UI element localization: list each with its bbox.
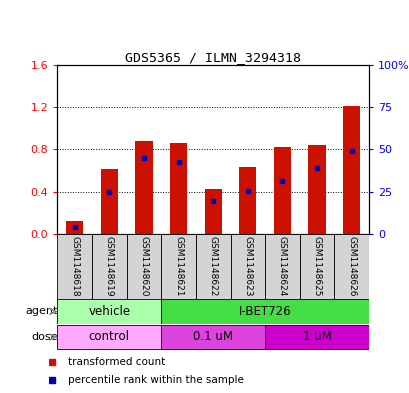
Text: GSM1148618: GSM1148618: [70, 236, 79, 296]
Bar: [169, 143, 187, 234]
Bar: [204, 189, 221, 234]
Bar: [196, 234, 230, 299]
Title: GDS5365 / ILMN_3294318: GDS5365 / ILMN_3294318: [125, 51, 301, 64]
Bar: [299, 234, 334, 299]
Bar: [135, 141, 152, 234]
Text: GSM1148619: GSM1148619: [105, 236, 114, 296]
Bar: [57, 234, 92, 299]
Text: GSM1148623: GSM1148623: [243, 236, 252, 296]
Bar: [161, 234, 196, 299]
Bar: [126, 234, 161, 299]
Text: 0.1 uM: 0.1 uM: [193, 331, 233, 343]
Bar: [308, 145, 325, 234]
Text: GSM1148626: GSM1148626: [346, 236, 355, 296]
Bar: [342, 106, 360, 234]
Text: GSM1148620: GSM1148620: [139, 236, 148, 296]
Bar: [230, 234, 265, 299]
Text: control: control: [89, 331, 130, 343]
Bar: [92, 234, 126, 299]
Bar: [265, 325, 368, 349]
Bar: [334, 234, 368, 299]
Bar: [57, 299, 161, 324]
Text: I-BET726: I-BET726: [238, 305, 291, 318]
Bar: [57, 325, 161, 349]
Text: GSM1148621: GSM1148621: [174, 236, 183, 296]
Text: percentile rank within the sample: percentile rank within the sample: [68, 375, 244, 385]
Text: dose: dose: [31, 332, 58, 342]
Bar: [273, 147, 290, 234]
Text: GSM1148622: GSM1148622: [208, 236, 217, 296]
Bar: [265, 234, 299, 299]
Text: transformed count: transformed count: [68, 357, 165, 367]
Bar: [101, 169, 118, 234]
Text: GSM1148625: GSM1148625: [312, 236, 321, 296]
Bar: [238, 167, 256, 234]
Bar: [161, 325, 265, 349]
Text: agent: agent: [26, 307, 58, 316]
Text: 1 uM: 1 uM: [302, 331, 331, 343]
Bar: [161, 299, 368, 324]
Text: GSM1148624: GSM1148624: [277, 236, 286, 296]
Bar: [66, 221, 83, 234]
Text: vehicle: vehicle: [88, 305, 130, 318]
